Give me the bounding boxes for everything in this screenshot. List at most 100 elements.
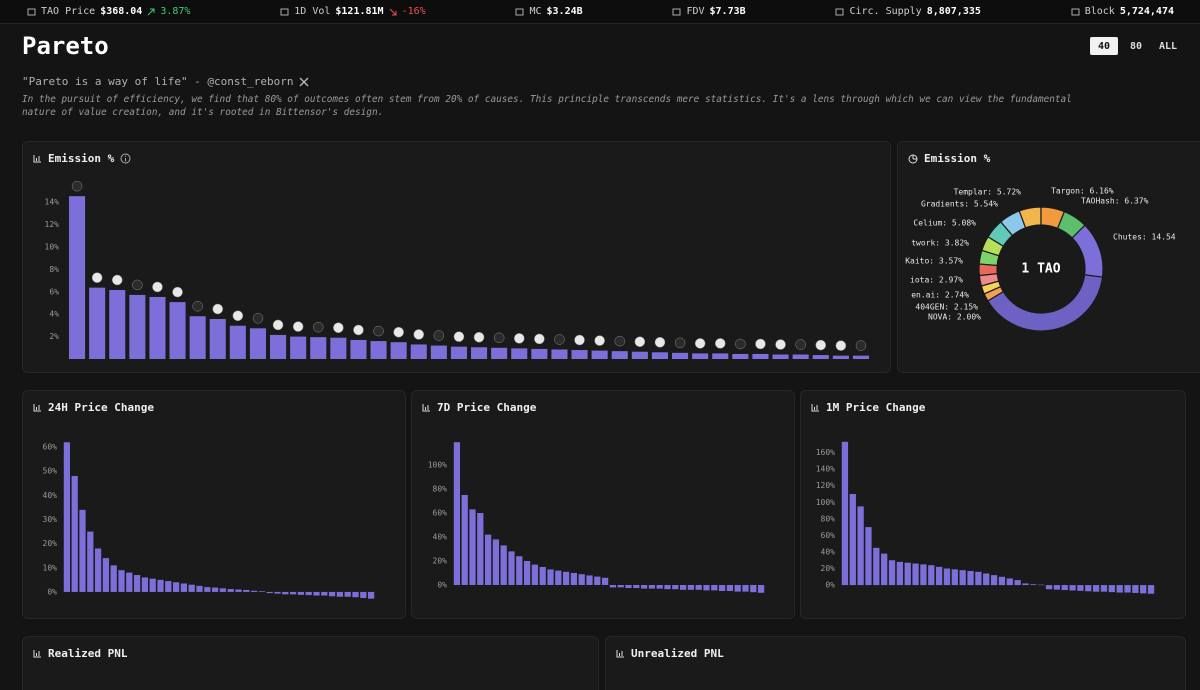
bar xyxy=(508,551,515,585)
bar xyxy=(94,548,102,592)
y-tick-label: 100% xyxy=(816,498,835,507)
bar xyxy=(570,573,578,585)
panel-title-text: 7D Price Change xyxy=(437,401,537,414)
donut-rest xyxy=(986,274,1104,332)
bar xyxy=(523,561,531,585)
y-tick-label: 20% xyxy=(821,564,836,573)
bar xyxy=(571,350,588,359)
y-tick-label: 10% xyxy=(45,243,60,252)
price-24h-panel: 24H Price Change 0% 10% 20% 30% 40% 50% 60% xyxy=(22,390,406,619)
bar xyxy=(266,591,273,594)
subnet-icon xyxy=(353,324,364,336)
ticker-item: MC $3.24B xyxy=(515,6,583,17)
bar xyxy=(410,344,427,359)
bar xyxy=(453,442,461,585)
bar xyxy=(959,570,966,586)
panel-title-text: Unrealized PNL xyxy=(631,647,724,660)
description: In the pursuit of efficiency, we find th… xyxy=(22,94,1072,118)
subnet-icon xyxy=(91,272,103,283)
bar xyxy=(625,585,632,588)
bar xyxy=(1100,585,1108,592)
bar xyxy=(133,575,141,592)
bar xyxy=(1022,583,1029,586)
bar xyxy=(832,355,849,359)
bar xyxy=(149,296,166,359)
bar xyxy=(912,563,919,586)
donut-slice xyxy=(978,273,1000,287)
bar xyxy=(718,585,726,591)
range-button[interactable]: 40 xyxy=(1090,37,1118,55)
ticker-icon xyxy=(835,8,844,16)
bar xyxy=(258,591,266,592)
y-tick-label: 0% xyxy=(825,581,835,590)
subnet-icon xyxy=(232,310,244,321)
bar-icon xyxy=(33,404,41,412)
donut-slice xyxy=(1071,224,1104,278)
price-1m-chart: 0% 20% 40% 60% 80% 100% 120% 140% 160% xyxy=(816,441,1155,594)
bar xyxy=(888,560,896,586)
bar xyxy=(336,591,344,597)
bar xyxy=(750,585,757,593)
subnet-icon xyxy=(413,329,424,340)
y-tick-label: 20% xyxy=(433,557,448,566)
subnet-icon xyxy=(514,333,525,344)
bar xyxy=(360,591,367,598)
y-tick-label: 40% xyxy=(821,547,836,556)
bar xyxy=(126,572,133,592)
bar xyxy=(1061,585,1068,591)
bar xyxy=(865,527,872,586)
x-icon[interactable] xyxy=(299,77,309,87)
panel-title-text: Emission % xyxy=(924,152,991,165)
range-button[interactable]: ALL xyxy=(1158,40,1178,52)
y-tick-label: 140% xyxy=(816,465,835,474)
bar-icon xyxy=(811,404,819,412)
bar xyxy=(229,325,246,359)
y-tick-label: 40% xyxy=(433,533,448,542)
bar xyxy=(219,588,227,592)
ticker-icon xyxy=(1071,8,1080,16)
subnet-icon xyxy=(473,331,485,343)
bar xyxy=(471,347,488,359)
emission-bar-chart: 2% 4% 6% 8% 10% 12% 14% xyxy=(45,181,869,359)
subnet-icon xyxy=(192,300,203,312)
ticker-label: Block xyxy=(1084,6,1115,17)
range-button[interactable]: 80 xyxy=(1129,40,1143,52)
bar xyxy=(491,347,508,359)
slice-label: Celium: 5.08% xyxy=(913,219,976,228)
info-icon[interactable] xyxy=(120,153,131,164)
bar xyxy=(904,562,911,586)
bar xyxy=(290,336,307,359)
bar xyxy=(712,353,729,359)
bar xyxy=(63,442,71,592)
bar xyxy=(648,585,656,589)
bar xyxy=(539,567,546,585)
bar xyxy=(492,539,500,585)
subnet-icon xyxy=(132,279,143,291)
bar xyxy=(370,341,387,359)
panel-title: Unrealized PNL xyxy=(616,647,724,660)
bar xyxy=(772,354,789,359)
bar xyxy=(896,561,904,586)
bar xyxy=(692,353,709,359)
y-tick-label: 10% xyxy=(43,563,58,572)
ticker-item: Block 5,724,474 xyxy=(1071,6,1174,17)
slice-label: Gradients: 5.54% xyxy=(921,200,998,209)
subnet-icon xyxy=(554,334,565,345)
bar xyxy=(841,441,849,586)
ticker-label: Circ. Supply xyxy=(849,6,922,17)
subnet-icon xyxy=(775,339,786,350)
subnet-icon xyxy=(634,336,646,347)
subnet-icon xyxy=(333,322,344,333)
bar xyxy=(742,585,749,592)
bar xyxy=(211,587,219,592)
bar-icon xyxy=(33,155,41,163)
bar xyxy=(586,575,593,585)
ticker-value: $368.04 xyxy=(100,6,143,17)
y-tick-label: 100% xyxy=(428,461,447,470)
bar xyxy=(71,476,78,592)
bar xyxy=(547,569,554,585)
bar xyxy=(274,591,281,594)
subnet-icon xyxy=(71,181,83,192)
y-tick-label: 2% xyxy=(49,332,59,341)
bar xyxy=(578,574,585,585)
